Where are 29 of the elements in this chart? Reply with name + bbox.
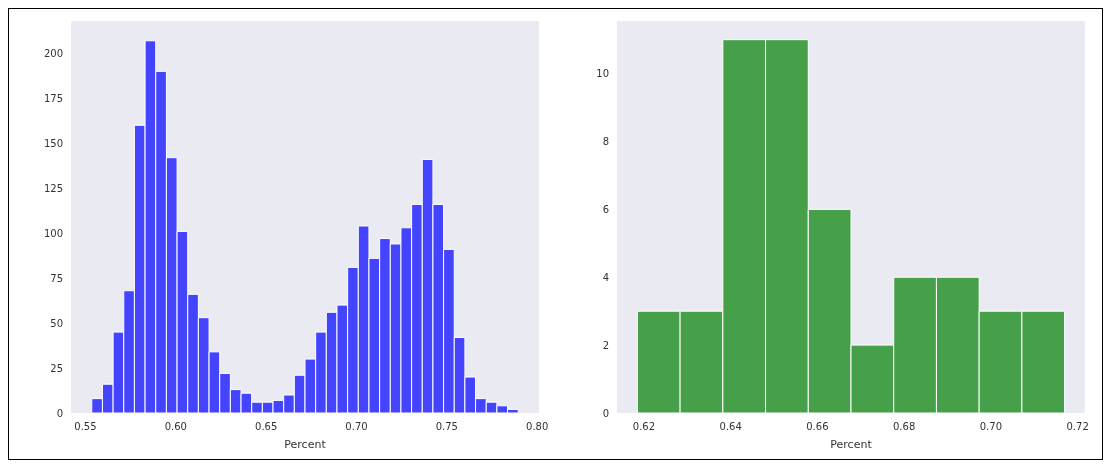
y-tick-label: 0: [602, 407, 609, 419]
x-axis-title: Percent: [284, 438, 327, 451]
y-tick-label: 175: [43, 92, 63, 104]
y-tick-label: 125: [43, 182, 63, 194]
x-tick-label: 0.80: [526, 420, 549, 432]
x-tick-label: 0.66: [806, 420, 829, 432]
y-tick-label: 8: [602, 135, 609, 147]
y-tick-label: 200: [43, 47, 63, 59]
x-tick-label: 0.55: [74, 420, 97, 432]
y-tick-label: 6: [602, 203, 609, 215]
x-tick-label: 0.65: [255, 420, 278, 432]
x-tick-label: 0.62: [632, 420, 656, 432]
x-tick-label: 0.64: [719, 420, 742, 432]
x-tick-label: 0.72: [1066, 420, 1089, 432]
y-tick-label: 2: [602, 339, 609, 351]
x-tick-label: 0.70: [979, 420, 1003, 432]
y-tick-label: 4: [602, 271, 609, 283]
x-axis-title: Percent: [830, 438, 873, 451]
x-tick-label: 0.70: [345, 420, 368, 432]
x-tick-label: 0.68: [893, 420, 916, 432]
y-tick-label: 100: [43, 227, 63, 239]
y-tick-label: 0: [56, 407, 63, 419]
y-tick-label: 75: [50, 272, 63, 284]
y-tick-label: 150: [43, 137, 63, 149]
y-tick-label: 25: [50, 362, 63, 374]
y-tick-label: 10: [596, 68, 609, 80]
x-tick-label: 0.75: [435, 420, 458, 432]
y-tick-label: 50: [50, 317, 63, 329]
x-tick-label: 0.60: [164, 420, 187, 432]
